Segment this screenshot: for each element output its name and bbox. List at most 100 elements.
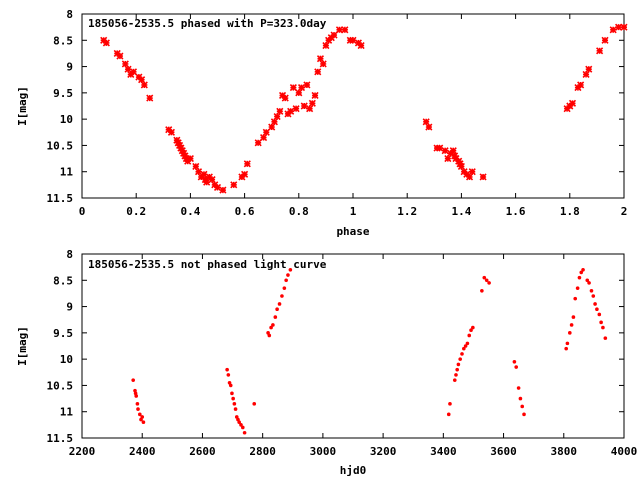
data-point <box>308 99 316 107</box>
data-point <box>460 352 464 356</box>
data-points <box>100 23 628 194</box>
data-point <box>341 26 349 34</box>
data-point <box>273 112 281 121</box>
x-tick-label: 2400 <box>129 445 156 458</box>
data-point <box>469 328 473 333</box>
data-point <box>140 415 145 419</box>
data-point <box>146 94 154 102</box>
data-point <box>462 346 466 351</box>
y-axis-label: I[mag] <box>16 326 29 366</box>
data-point <box>330 31 338 39</box>
data-point <box>577 275 582 280</box>
data-point <box>479 173 487 181</box>
data-points <box>131 267 608 435</box>
y-tick-label: 8.5 <box>53 34 73 47</box>
data-point <box>284 278 288 283</box>
y-axis-ticks: 8 8.5 9 9.5 10 10.5 11 11.5 <box>47 248 624 445</box>
x-axis-label: hjd0 <box>340 464 367 477</box>
x-axis-ticks: 0 0.2 0.4 0.6 0.8 1 1.2 1.4 1.6 1.8 2 <box>79 14 628 218</box>
data-point <box>242 430 247 435</box>
data-point <box>335 26 344 34</box>
chart-title: 185056-2535.5 not phased light curve <box>88 258 327 271</box>
data-point <box>288 267 293 272</box>
data-point <box>595 307 599 312</box>
x-tick-label: 0.6 <box>235 205 255 218</box>
data-point <box>449 147 457 155</box>
data-point <box>454 373 458 377</box>
data-point <box>316 55 325 63</box>
data-point <box>138 412 142 417</box>
data-point <box>601 36 609 44</box>
x-tick-label: 1.6 <box>506 205 526 218</box>
data-point <box>518 396 523 401</box>
data-point <box>134 394 138 398</box>
data-point <box>194 168 203 176</box>
data-point <box>239 423 243 427</box>
data-point <box>455 367 459 372</box>
data-point <box>121 60 129 68</box>
data-point <box>311 91 319 100</box>
y-tick-label: 10 <box>60 353 73 366</box>
data-point <box>448 402 452 406</box>
data-point <box>136 407 140 411</box>
data-point <box>564 346 568 351</box>
data-point <box>140 81 148 89</box>
data-point <box>593 302 597 306</box>
data-point <box>268 123 276 131</box>
data-point <box>141 420 146 425</box>
data-point <box>273 315 278 319</box>
data-point <box>585 65 593 73</box>
y-tick-label: 10 <box>60 113 73 126</box>
data-point <box>620 23 628 31</box>
data-point <box>573 296 578 301</box>
x-axis-label: phase <box>336 225 369 238</box>
data-point <box>213 183 222 192</box>
data-point <box>514 365 519 369</box>
data-point <box>230 391 234 396</box>
data-point <box>230 181 238 189</box>
data-point <box>596 47 604 55</box>
y-tick-label: 11.5 <box>47 432 74 445</box>
y-tick-label: 9 <box>66 301 73 314</box>
data-point <box>468 168 476 176</box>
data-point <box>219 186 227 194</box>
data-point <box>577 81 585 89</box>
phased-light-curve-panel: 0 0.2 0.4 0.6 0.8 1 1.2 1.4 1.6 1.8 2 8 8.5 9 9.5 10 10… <box>16 8 628 238</box>
x-tick-label: 0.2 <box>126 205 146 218</box>
data-point <box>280 294 284 298</box>
y-tick-label: 9.5 <box>53 327 73 340</box>
x-tick-label: 0.4 <box>180 205 200 218</box>
data-point <box>269 325 273 330</box>
data-point <box>233 407 238 411</box>
y-tick-label: 10.5 <box>47 379 74 392</box>
plot-frame <box>81 253 625 439</box>
data-point <box>587 281 591 285</box>
data-point <box>289 84 297 92</box>
data-point <box>281 94 289 102</box>
y-tick-label: 9.5 <box>53 87 73 100</box>
y-tick-label: 10.5 <box>47 139 74 152</box>
chart-title: 185056-2535.5 phased with P=323.0day <box>88 17 327 30</box>
x-tick-label: 2 <box>621 205 628 218</box>
x-tick-label: 3800 <box>551 445 578 458</box>
y-tick-label: 11.5 <box>47 192 74 205</box>
data-point <box>603 336 608 340</box>
x-tick-label: 3000 <box>310 445 337 458</box>
data-point <box>287 107 295 115</box>
x-tick-label: 1.8 <box>560 205 580 218</box>
data-point <box>262 128 270 136</box>
x-tick-label: 2600 <box>189 445 216 458</box>
x-tick-label: 3600 <box>490 445 517 458</box>
data-point <box>589 289 594 293</box>
data-point <box>300 102 308 110</box>
data-point <box>568 331 572 335</box>
y-tick-label: 8 <box>66 248 73 261</box>
y-tick-label: 8 <box>66 8 73 21</box>
data-point <box>254 139 262 147</box>
data-point <box>579 270 584 275</box>
data-point <box>228 383 233 388</box>
data-point <box>471 325 475 330</box>
data-point <box>271 323 275 327</box>
x-tick-label: 1 <box>350 205 357 218</box>
